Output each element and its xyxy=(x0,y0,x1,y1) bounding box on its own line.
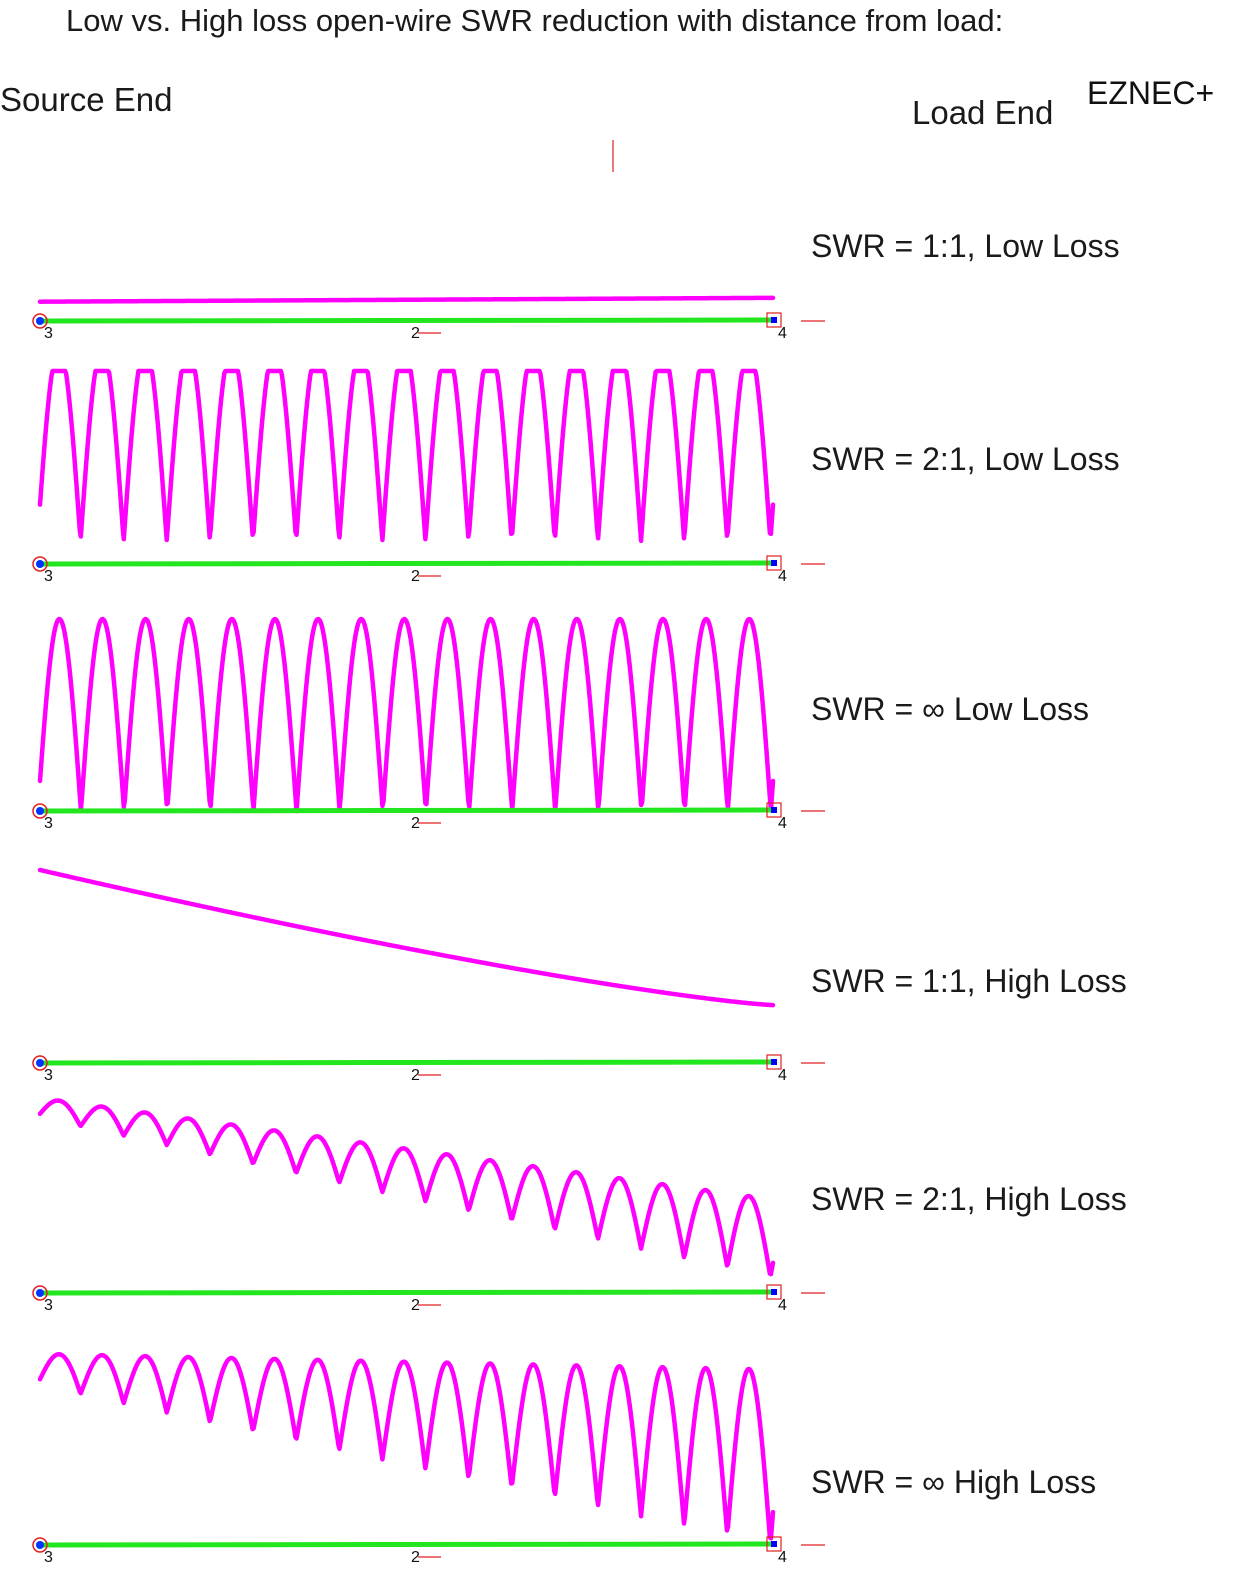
load-box-icon xyxy=(766,555,782,571)
case-panel: 3 2 4 SWR = ∞ Low Loss xyxy=(32,616,1089,832)
load-square-icon xyxy=(771,1059,777,1065)
load-box-icon xyxy=(766,1284,782,1300)
node-label-middle: 2 xyxy=(411,1549,420,1566)
case-label: SWR = ∞ High Loss xyxy=(811,1464,1096,1500)
node-label-middle: 2 xyxy=(411,1297,420,1314)
node-label-middle: 2 xyxy=(411,1067,420,1084)
source-dot-icon xyxy=(36,317,44,325)
wire-segment xyxy=(37,1541,777,1548)
source-dot-icon xyxy=(36,807,44,815)
source-dot-icon xyxy=(36,1059,44,1067)
node-label-load: 4 xyxy=(778,1549,787,1566)
node-label-load: 4 xyxy=(778,568,787,585)
load-end-label: Load End xyxy=(912,94,1053,131)
load-square-icon xyxy=(771,317,777,323)
case-panel: 3 2 4 SWR = ∞ High Loss xyxy=(32,1352,1096,1566)
source-dot-icon xyxy=(36,560,44,568)
node-label-source: 3 xyxy=(44,568,53,585)
software-brand-label: EZNEC+ xyxy=(1087,75,1214,111)
node-label-source: 3 xyxy=(44,1297,53,1314)
current-curve xyxy=(37,867,776,1008)
source-dot-icon xyxy=(36,1541,44,1549)
source-ring-icon xyxy=(32,1055,48,1071)
load-square-icon xyxy=(771,560,777,566)
load-square-icon xyxy=(771,1289,777,1295)
case-label: SWR = 1:1, Low Loss xyxy=(811,228,1120,264)
case-label: SWR = 2:1, Low Loss xyxy=(811,441,1120,477)
node-label-load: 4 xyxy=(778,1067,787,1084)
source-ring-icon xyxy=(32,1285,48,1301)
node-label-source: 3 xyxy=(44,1067,53,1084)
case-panel: 3 2 4 SWR = 1:1, High Loss xyxy=(32,867,1127,1084)
current-curve xyxy=(37,616,776,814)
node-label-middle: 2 xyxy=(411,815,420,832)
case-panel: 3 2 4 SWR = 2:1, High Loss xyxy=(32,1098,1127,1314)
case-label: SWR = 2:1, High Loss xyxy=(811,1181,1127,1217)
source-ring-icon xyxy=(32,313,48,329)
case-panel: 3 2 4 SWR = 2:1, Low Loss xyxy=(32,368,1120,585)
source-ring-icon xyxy=(32,1537,48,1553)
case-panels: 3 2 4 SWR = 1:1, Low Loss 3 2 4 SWR = 2:1, Low … xyxy=(32,140,1127,1566)
current-curve xyxy=(37,295,776,304)
wire-segment xyxy=(37,560,777,567)
node-label-source: 3 xyxy=(44,815,53,832)
source-end-label: Source End xyxy=(0,81,172,118)
wire-segment xyxy=(37,807,777,814)
case-label: SWR = 1:1, High Loss xyxy=(811,963,1127,999)
current-curve xyxy=(37,1098,776,1277)
load-box-icon xyxy=(766,1536,782,1552)
case-panel: 3 2 4 SWR = 1:1, Low Loss xyxy=(32,228,1120,342)
load-square-icon xyxy=(771,807,777,813)
load-box-icon xyxy=(766,802,782,818)
node-label-load: 4 xyxy=(778,1297,787,1314)
wire-segment xyxy=(37,1289,777,1296)
node-label-source: 3 xyxy=(44,325,53,342)
source-ring-icon xyxy=(32,803,48,819)
current-curve xyxy=(37,1352,776,1541)
load-square-icon xyxy=(771,1541,777,1547)
current-curve xyxy=(37,368,776,544)
load-box-icon xyxy=(766,1054,782,1070)
case-label: SWR = ∞ Low Loss xyxy=(811,691,1089,727)
node-label-middle: 2 xyxy=(411,568,420,585)
source-dot-icon xyxy=(36,1289,44,1297)
node-label-load: 4 xyxy=(778,815,787,832)
wire-segment xyxy=(37,1059,777,1066)
node-label-load: 4 xyxy=(778,325,787,342)
node-label-source: 3 xyxy=(44,1549,53,1566)
node-label-middle: 2 xyxy=(411,325,420,342)
page-title: Low vs. High loss open-wire SWR reductio… xyxy=(66,3,1003,38)
load-box-icon xyxy=(766,312,782,328)
source-ring-icon xyxy=(32,556,48,572)
wire-segment xyxy=(37,317,777,324)
